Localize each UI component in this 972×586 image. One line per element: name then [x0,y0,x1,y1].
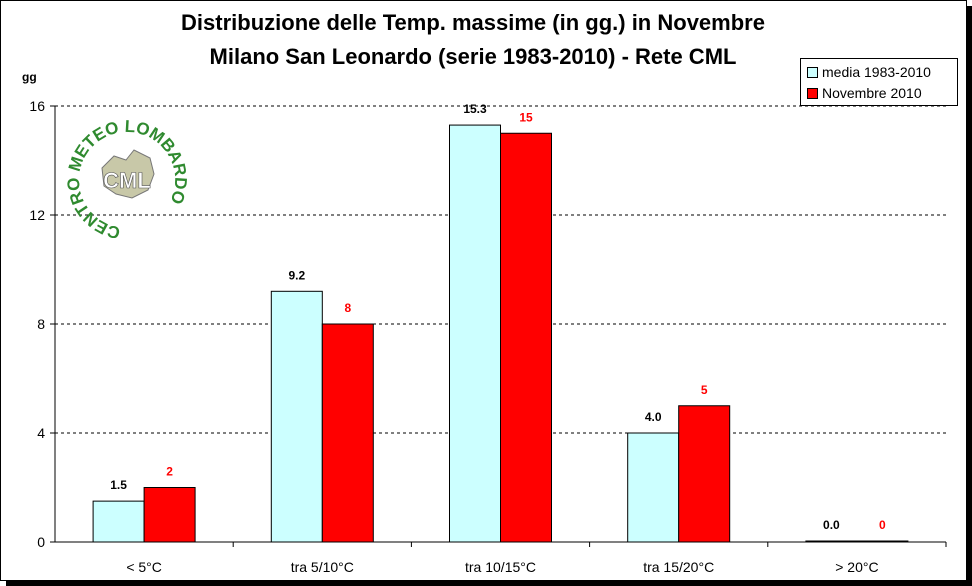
bar-novembre [500,132,552,543]
bar-novembre [321,323,374,543]
bar-media [92,500,145,543]
y-tick-label: 4 [37,425,45,441]
x-tick-label: > 20°C [835,559,878,575]
data-label: 9.2 [288,268,305,282]
chart-subtitle: Milano San Leonardo (serie 1983-2010) - … [209,44,737,69]
data-label: 5 [701,383,708,397]
legend-label-media: media 1983-2010 [822,64,931,80]
legend-label-novembre: Novembre 2010 [822,85,922,101]
y-tick-label: 8 [37,316,45,332]
logo-abbr: CML [103,168,151,193]
legend-item-media: media 1983-2010 [807,63,931,81]
x-tick-label: tra 5/10°C [291,559,354,575]
bar-novembre [856,540,909,543]
legend-swatch-media [807,66,818,78]
data-label: 15 [519,110,533,124]
data-label: 0 [879,518,886,532]
chart-title: Distribuzione delle Temp. massime (in gg… [181,10,765,35]
data-label: 4.0 [645,410,662,424]
chart-legend: media 1983-2010 Novembre 2010 [800,58,958,106]
data-label: 8 [344,301,351,315]
bar-media [449,124,501,543]
data-label: 1.5 [110,478,127,492]
y-tick-label: 0 [37,534,45,550]
lombardy-map-icon [101,149,155,199]
bar-media [805,540,858,543]
bar-media [627,432,680,543]
data-label: 0.0 [823,518,840,532]
x-tick-label: tra 15/20°C [643,559,714,575]
bar-novembre [678,405,731,543]
legend-swatch-novembre [807,87,818,99]
bar-media [270,290,323,543]
x-tick-label: < 5°C [126,559,162,575]
legend-item-novembre: Novembre 2010 [807,84,922,102]
data-label: 15.3 [463,102,487,116]
x-tick-label: tra 10/15°C [465,559,536,575]
cml-logo: CML CENTRO METEO LOMBARDO [62,117,192,243]
y-tick-label: 16 [29,98,45,114]
data-label: 2 [166,465,173,479]
y-tick-label: 12 [29,207,45,223]
frame-shadow-bottom [6,581,972,586]
y-axis-unit-label: gg [22,70,37,84]
frame-shadow-right [967,6,972,586]
bar-novembre [143,487,196,543]
